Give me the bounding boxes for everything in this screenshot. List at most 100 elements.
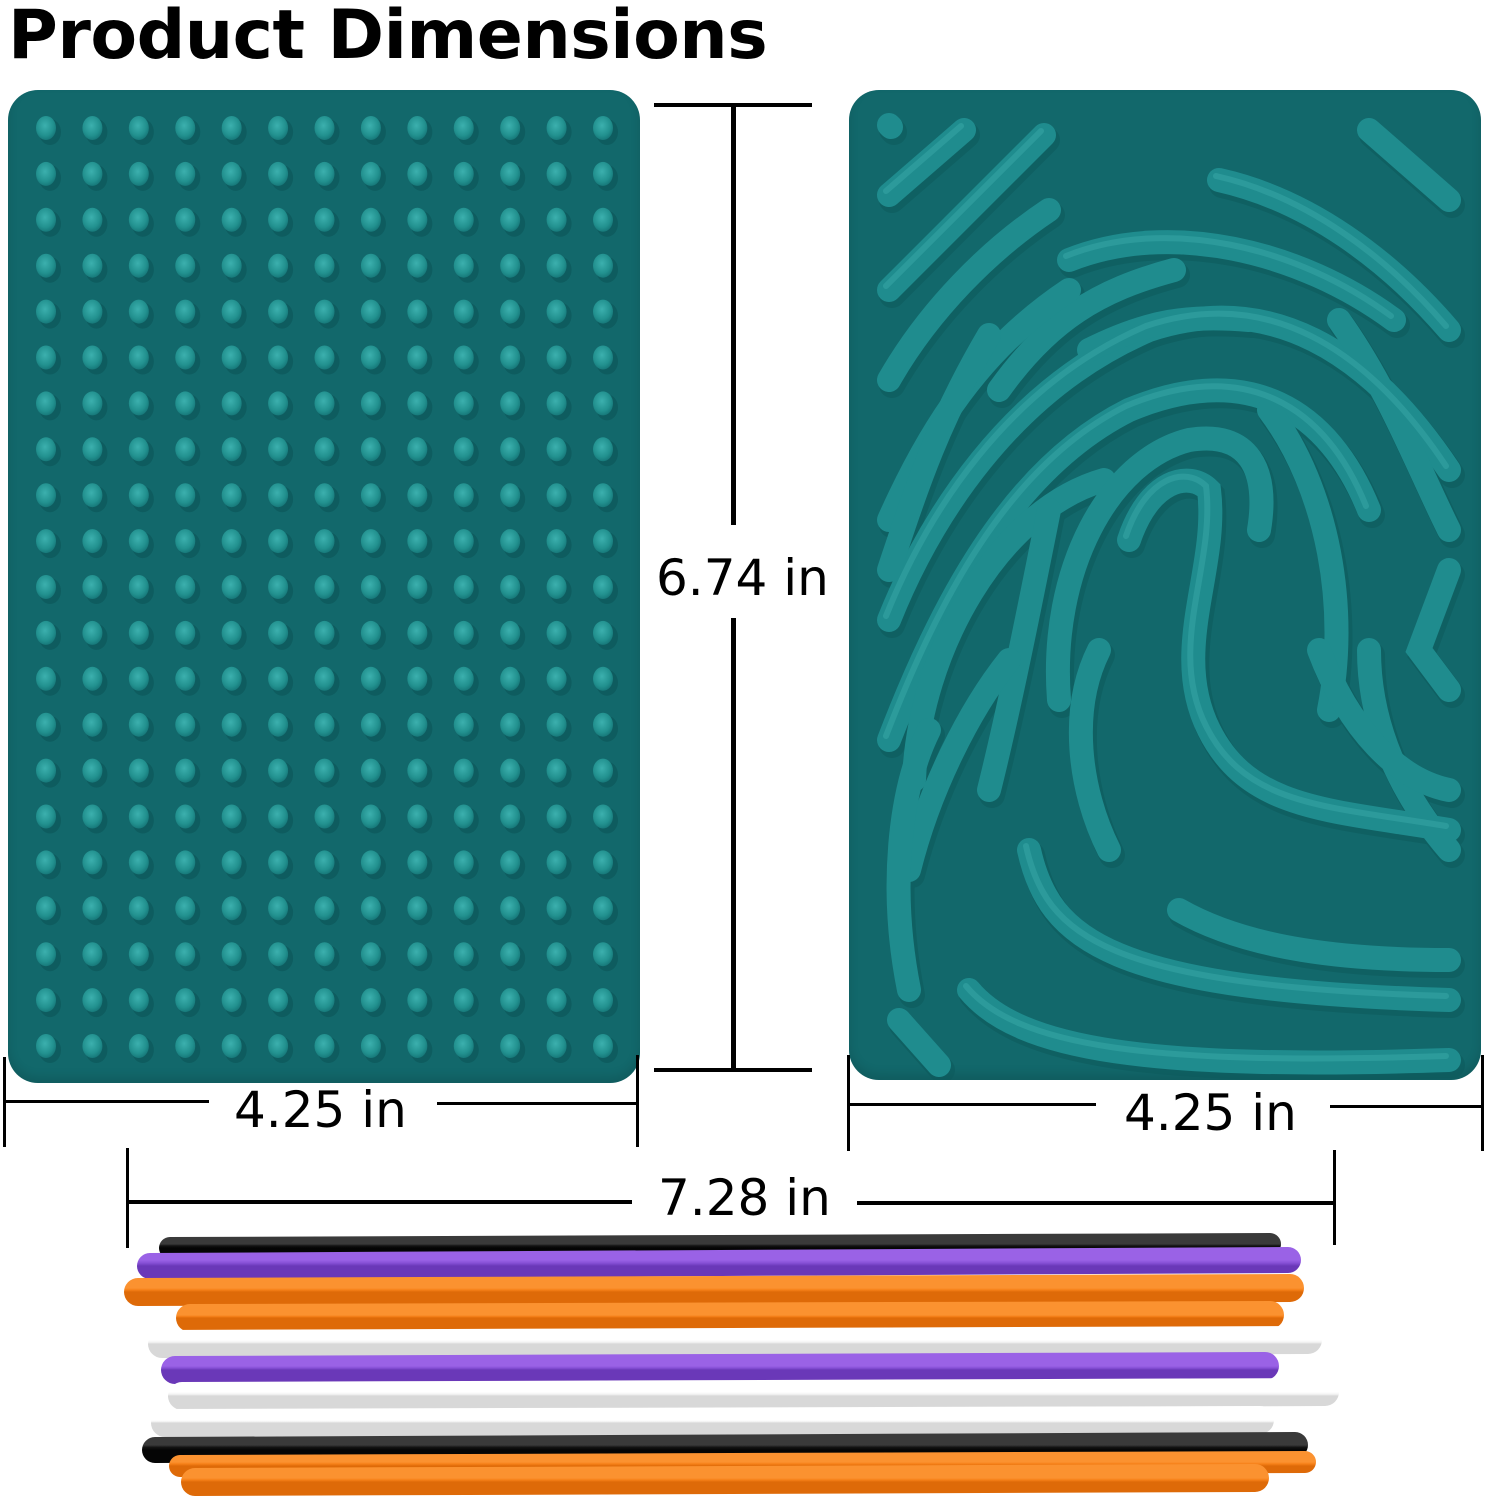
dot-bump — [175, 345, 196, 370]
dot-bump — [407, 253, 428, 278]
dot-bump — [546, 529, 567, 554]
stick-orange-3 — [169, 1451, 1316, 1477]
dot-bump — [407, 529, 428, 554]
dot-bump — [453, 207, 474, 232]
dot-bump — [36, 804, 56, 829]
stick-length-label: 7.28 in — [658, 1169, 831, 1227]
dot-bump — [82, 850, 103, 875]
dot-bump — [175, 896, 196, 921]
dot-bump — [36, 620, 56, 645]
dot-bump — [314, 896, 335, 921]
dot-bump — [221, 529, 242, 554]
dot-bump — [593, 988, 613, 1013]
dotted-mat — [8, 90, 640, 1083]
dot-bump — [360, 161, 381, 186]
dot-bump — [500, 620, 521, 645]
dot-bump — [360, 942, 381, 967]
dot-bump — [175, 253, 196, 278]
dot-bump — [36, 1034, 56, 1058]
dot-bump — [500, 666, 521, 691]
dot-bump — [314, 666, 335, 691]
dot-bump — [36, 299, 56, 324]
dot-bump — [268, 391, 289, 416]
dot-bump — [221, 896, 242, 921]
right-width-line-a — [848, 1103, 1096, 1106]
dot-bump — [221, 207, 242, 232]
dot-bump — [546, 988, 567, 1013]
dot-bump — [82, 253, 103, 278]
dot-bump — [546, 253, 567, 278]
dot-bump — [82, 483, 103, 508]
dot-bump — [407, 345, 428, 370]
dot-bump — [546, 942, 567, 967]
dot-bump — [407, 620, 428, 645]
dot-bump — [221, 666, 242, 691]
dot-bump — [593, 712, 613, 737]
dot-bump — [407, 850, 428, 875]
stick-length-line-b — [857, 1201, 1333, 1205]
dot-bump — [546, 804, 567, 829]
dot-bump — [453, 575, 474, 599]
dot-bump — [453, 391, 474, 416]
dot-bump — [453, 345, 474, 370]
dot-bump — [453, 116, 474, 140]
dot-bump — [221, 850, 242, 875]
dot-bump — [82, 299, 103, 324]
dot-bump — [546, 666, 567, 691]
dot-bump — [128, 483, 149, 508]
fingerprint-mat — [849, 90, 1481, 1080]
dot-bump — [128, 712, 149, 737]
dot-bump — [175, 299, 196, 324]
dot-bump — [407, 437, 428, 462]
dot-bump — [82, 391, 103, 416]
dot-bump — [128, 161, 149, 186]
dot-bump — [360, 529, 381, 554]
dot-bump — [82, 804, 103, 829]
wax-sticks-bundle — [124, 1233, 1339, 1496]
dot-bump — [546, 758, 567, 783]
dot-bump — [175, 391, 196, 416]
dot-bump — [221, 758, 242, 783]
dot-bump — [453, 712, 474, 737]
dot-bump — [221, 575, 242, 599]
dot-bump — [221, 299, 242, 324]
dot-bump — [128, 207, 149, 232]
dot-bump — [453, 529, 474, 554]
dot-bump — [128, 116, 149, 140]
dot-bump — [593, 299, 613, 324]
dot-bump — [500, 299, 521, 324]
dot-bump — [453, 253, 474, 278]
dot-bump — [36, 207, 56, 232]
dot-bump — [268, 942, 289, 967]
dot-bump — [546, 850, 567, 875]
dot-bump — [268, 116, 289, 140]
dot-bump — [36, 529, 56, 554]
dot-bump — [500, 758, 521, 783]
dot-bump — [546, 896, 567, 921]
dot-bump — [360, 896, 381, 921]
dot-bump — [500, 391, 521, 416]
dot-bump — [175, 529, 196, 554]
stick-black-1 — [159, 1233, 1281, 1259]
left-width-label: 4.25 in — [234, 1081, 407, 1139]
dot-bump — [128, 391, 149, 416]
dot-bump — [453, 896, 474, 921]
dot-bump — [221, 345, 242, 370]
right-width-line-b — [1330, 1105, 1482, 1108]
dot-bump — [82, 1034, 103, 1058]
stick-orange-4 — [181, 1464, 1269, 1496]
dot-bump — [407, 1034, 428, 1058]
dot-bump — [268, 483, 289, 508]
dot-bump — [546, 207, 567, 232]
dot-bump — [407, 575, 428, 599]
dot-bump — [407, 207, 428, 232]
dot-bump — [128, 345, 149, 370]
dot-bump — [221, 988, 242, 1013]
dot-bump — [36, 758, 56, 783]
dot-bump — [314, 988, 335, 1013]
dot-bump — [593, 575, 613, 599]
stick-purple-1 — [137, 1247, 1301, 1279]
dot-bump — [268, 437, 289, 462]
dot-grid — [36, 116, 618, 1063]
dot-bump — [500, 575, 521, 599]
